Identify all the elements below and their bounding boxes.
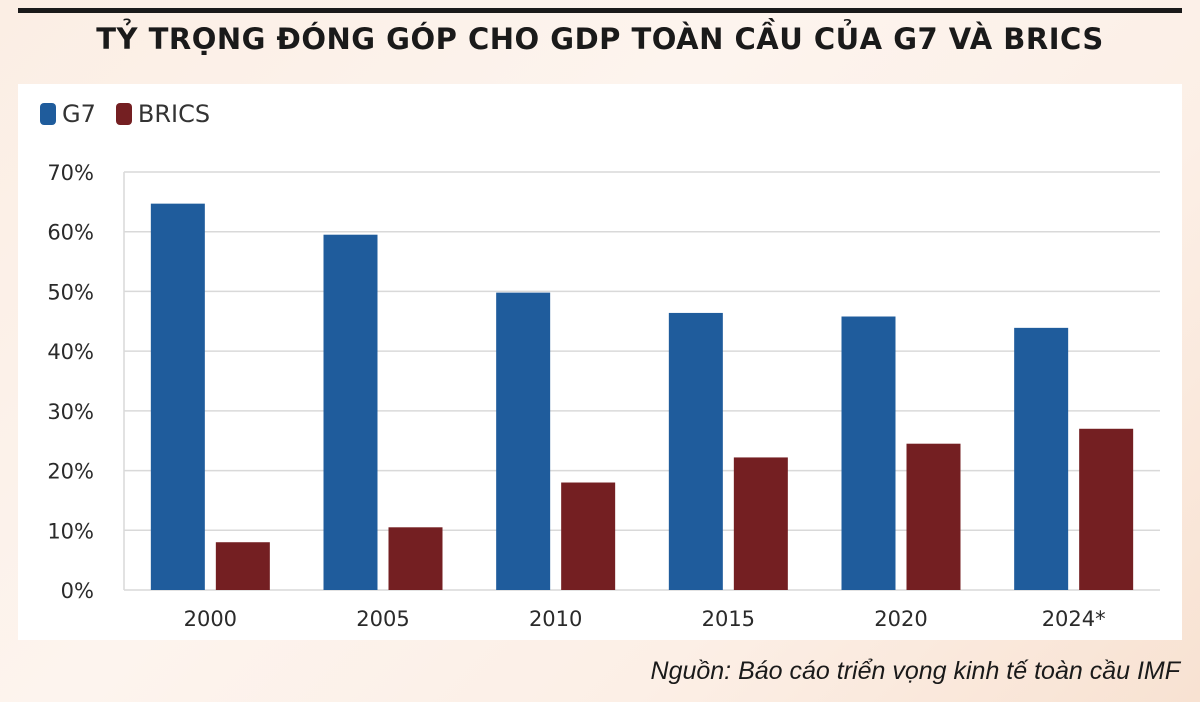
x-tick-label: 2010: [529, 607, 582, 631]
y-tick-label: 0%: [61, 579, 94, 603]
bar-g7-2024: [1014, 327, 1069, 590]
bar-g7-2005: [323, 234, 378, 590]
source-note: Nguồn: Báo cáo triển vọng kinh tế toàn c…: [650, 657, 1180, 685]
bar-brics-2005: [388, 527, 443, 590]
legend-item-g7: G7: [40, 100, 96, 128]
bar-brics-2020: [906, 443, 961, 590]
legend-label-brics: BRICS: [137, 100, 211, 128]
bar-brics-2015: [733, 457, 788, 590]
y-tick-label: 10%: [47, 519, 94, 543]
y-tick-label: 60%: [47, 221, 94, 245]
legend-label-g7: G7: [62, 100, 96, 128]
bar-g7-2010: [496, 292, 551, 590]
y-tick-label: 50%: [47, 280, 94, 304]
bar-g7-2015: [668, 312, 723, 590]
y-tick-label: 30%: [47, 400, 94, 424]
y-tick-label: 70%: [47, 161, 94, 185]
bar-g7-2000: [150, 203, 205, 591]
bar-brics-2010: [561, 482, 616, 590]
y-tick-label: 40%: [47, 340, 94, 364]
legend: G7 BRICS: [40, 100, 224, 128]
legend-swatch-brics: [115, 103, 132, 125]
x-tick-label: 2005: [356, 607, 409, 631]
legend-item-brics: BRICS: [115, 100, 211, 128]
legend-swatch-g7: [40, 103, 56, 125]
x-tick-label: 2024*: [1042, 607, 1106, 631]
chart-panel: G7 BRICS 0% 10% 20% 30% 40% 50% 60% 70% 2000 2005…: [18, 84, 1182, 640]
bar-g7-2020: [841, 316, 896, 590]
bar-brics-2024: [1079, 428, 1134, 590]
chart-title: TỶ TRỌNG ĐÓNG GÓP CHO GDP TOÀN CẦU CỦA G…: [96, 22, 1104, 56]
x-tick-label: 2000: [184, 607, 237, 631]
x-tick-label: 2020: [874, 607, 927, 631]
bar-chart: 0% 10% 20% 30% 40% 50% 60% 70% 2000 2005 2010 2015 2…: [47, 161, 1160, 631]
x-tick-label: 2015: [702, 607, 755, 631]
y-tick-label: 20%: [47, 460, 94, 484]
bar-brics-2000: [215, 542, 270, 590]
top-rule: [18, 8, 1182, 13]
